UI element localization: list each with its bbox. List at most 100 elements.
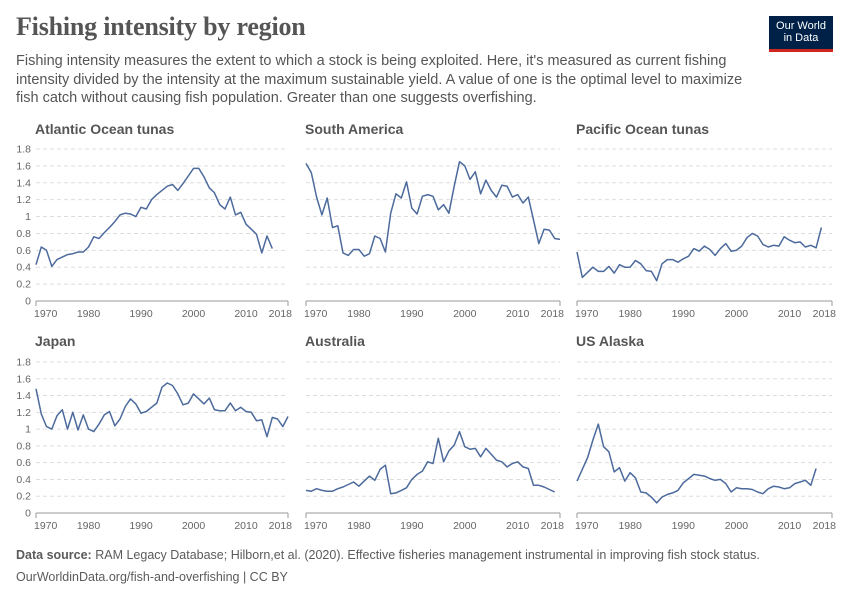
data-point[interactable] xyxy=(676,488,680,492)
data-point[interactable] xyxy=(473,446,477,450)
data-point[interactable] xyxy=(756,490,760,494)
data-point[interactable] xyxy=(373,478,377,482)
data-point[interactable] xyxy=(426,460,430,464)
data-point[interactable] xyxy=(788,486,792,490)
data-point[interactable] xyxy=(457,160,461,164)
data-point[interactable] xyxy=(134,402,138,406)
data-point[interactable] xyxy=(410,206,414,210)
data-point[interactable] xyxy=(586,270,590,274)
data-point[interactable] xyxy=(213,408,217,412)
data-point[interactable] xyxy=(718,247,722,251)
data-point[interactable] xyxy=(452,443,456,447)
data-point[interactable] xyxy=(553,490,557,494)
owid-logo[interactable]: Our World in Data xyxy=(769,16,833,52)
data-point[interactable] xyxy=(410,477,414,481)
data-point[interactable] xyxy=(320,213,324,217)
data-point[interactable] xyxy=(484,446,488,450)
data-point[interactable] xyxy=(160,385,164,389)
data-point[interactable] xyxy=(809,243,813,247)
data-point[interactable] xyxy=(336,224,340,228)
data-point[interactable] xyxy=(265,234,269,238)
data-point[interactable] xyxy=(489,188,493,192)
data-point[interactable] xyxy=(729,490,733,494)
data-point[interactable] xyxy=(745,487,749,491)
data-point[interactable] xyxy=(394,491,398,495)
data-point[interactable] xyxy=(644,269,648,273)
data-point[interactable] xyxy=(118,213,122,217)
data-point[interactable] xyxy=(202,175,206,179)
data-point[interactable] xyxy=(479,192,483,196)
data-point[interactable] xyxy=(708,247,712,251)
data-point[interactable] xyxy=(165,381,169,385)
data-point[interactable] xyxy=(309,489,313,493)
data-point[interactable] xyxy=(155,193,159,197)
data-point[interactable] xyxy=(734,486,738,490)
data-point[interactable] xyxy=(325,489,329,493)
data-point[interactable] xyxy=(447,449,451,453)
data-point[interactable] xyxy=(697,473,701,477)
data-point[interactable] xyxy=(87,245,91,249)
data-point[interactable] xyxy=(436,208,440,212)
data-point[interactable] xyxy=(814,467,818,471)
data-point[interactable] xyxy=(309,171,313,175)
data-point[interactable] xyxy=(92,430,96,434)
data-point[interactable] xyxy=(415,212,419,216)
data-point[interactable] xyxy=(740,244,744,248)
data-point[interactable] xyxy=(378,237,382,241)
data-point[interactable] xyxy=(639,490,643,494)
data-point[interactable] xyxy=(281,425,285,429)
data-point[interactable] xyxy=(713,478,717,482)
data-point[interactable] xyxy=(260,418,264,422)
data-point[interactable] xyxy=(129,397,133,401)
data-point[interactable] xyxy=(249,227,253,231)
data-point[interactable] xyxy=(286,415,290,419)
data-point[interactable] xyxy=(228,401,232,405)
data-point[interactable] xyxy=(442,460,446,464)
data-point[interactable] xyxy=(628,471,632,475)
data-point[interactable] xyxy=(793,482,797,486)
data-point[interactable] xyxy=(234,213,238,217)
data-point[interactable] xyxy=(537,242,541,246)
data-point[interactable] xyxy=(357,484,361,488)
data-point[interactable] xyxy=(192,392,196,396)
data-point[interactable] xyxy=(591,265,595,269)
data-point[interactable] xyxy=(750,488,754,492)
data-point[interactable] xyxy=(586,456,590,460)
data-point[interactable] xyxy=(260,251,264,255)
data-point[interactable] xyxy=(729,249,733,253)
data-point[interactable] xyxy=(772,484,776,488)
data-point[interactable] xyxy=(431,462,435,466)
data-point[interactable] xyxy=(102,413,106,417)
data-point[interactable] xyxy=(681,481,685,485)
data-point[interactable] xyxy=(505,465,509,469)
data-point[interactable] xyxy=(468,447,472,451)
data-point[interactable] xyxy=(692,247,696,251)
data-point[interactable] xyxy=(97,237,101,241)
data-point[interactable] xyxy=(108,409,112,413)
data-point[interactable] xyxy=(325,196,329,200)
data-point[interactable] xyxy=(452,184,456,188)
data-point[interactable] xyxy=(155,401,159,405)
data-point[interactable] xyxy=(181,403,185,407)
data-point[interactable] xyxy=(357,247,361,251)
data-point[interactable] xyxy=(218,409,222,413)
data-point[interactable] xyxy=(150,405,154,409)
data-point[interactable] xyxy=(255,232,259,236)
data-point[interactable] xyxy=(633,258,637,262)
data-point[interactable] xyxy=(484,178,488,182)
data-point[interactable] xyxy=(71,252,75,256)
data-point[interactable] xyxy=(330,226,334,230)
data-point[interactable] xyxy=(671,491,675,495)
data-point[interactable] xyxy=(602,269,606,273)
data-point[interactable] xyxy=(352,247,356,251)
data-point[interactable] xyxy=(389,211,393,215)
data-point[interactable] xyxy=(542,227,546,231)
data-point[interactable] xyxy=(558,237,562,241)
data-point[interactable] xyxy=(665,493,669,497)
data-point[interactable] xyxy=(255,419,259,423)
data-point[interactable] xyxy=(341,251,345,255)
data-point[interactable] xyxy=(463,164,467,168)
data-point[interactable] xyxy=(123,404,127,408)
data-point[interactable] xyxy=(803,245,807,249)
data-point[interactable] xyxy=(687,254,691,258)
